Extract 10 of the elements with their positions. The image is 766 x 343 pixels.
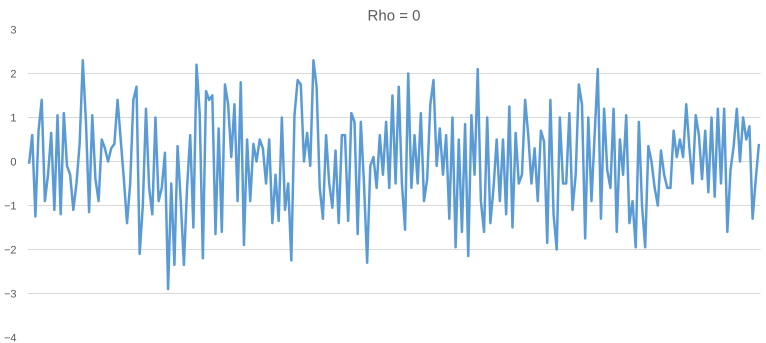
y-tick-label: 2 [10, 68, 17, 80]
y-tick-label: 1 [10, 112, 17, 124]
y-tick-label: −4 [4, 332, 17, 343]
y-tick-label: 3 [10, 24, 17, 36]
y-tick-label: −1 [4, 200, 17, 212]
chart-title: Rho = 0 [368, 8, 420, 24]
y-tick-label: −2 [4, 244, 17, 256]
y-tick-label: 0 [10, 156, 17, 168]
line-series [28, 59, 760, 290]
y-tick-label: −3 [4, 288, 17, 300]
